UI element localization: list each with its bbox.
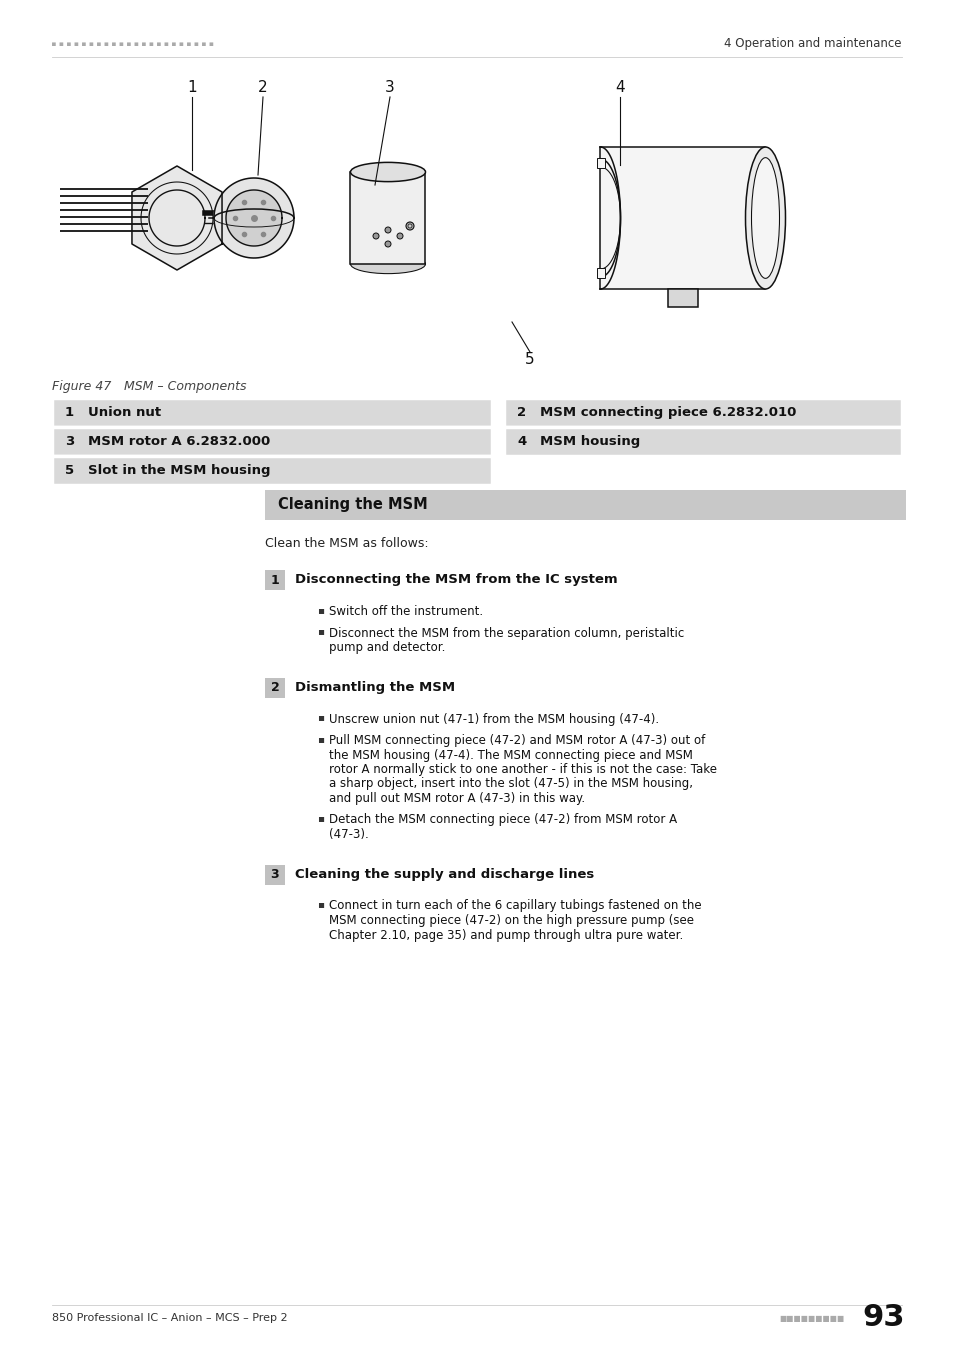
Bar — [667, 289, 698, 306]
Text: Disconnecting the MSM from the IC system: Disconnecting the MSM from the IC system — [294, 574, 617, 586]
Text: Figure 47: Figure 47 — [52, 379, 112, 393]
Text: ■■■■■■■■■: ■■■■■■■■■ — [779, 1314, 844, 1323]
Text: 850 Professional IC – Anion – MCS – Prep 2: 850 Professional IC – Anion – MCS – Prep… — [52, 1314, 287, 1323]
Bar — [52, 398, 492, 427]
Bar — [52, 427, 492, 456]
Ellipse shape — [744, 147, 784, 289]
Bar — [597, 269, 605, 278]
Text: 2: 2 — [271, 680, 279, 694]
Bar — [265, 678, 285, 698]
Text: 4: 4 — [517, 435, 526, 448]
Text: 1: 1 — [65, 406, 74, 418]
Text: ▪: ▪ — [316, 713, 324, 722]
Circle shape — [408, 224, 412, 228]
Circle shape — [396, 234, 402, 239]
Circle shape — [385, 227, 391, 234]
Text: ▪: ▪ — [316, 814, 324, 824]
Circle shape — [385, 242, 391, 247]
Bar — [599, 147, 764, 289]
Text: (47-3).: (47-3). — [329, 828, 369, 841]
Text: Unscrew union nut (47-1) from the MSM housing (47-4).: Unscrew union nut (47-1) from the MSM ho… — [329, 713, 659, 725]
Text: pump and detector.: pump and detector. — [329, 641, 445, 653]
Bar — [265, 864, 285, 884]
Text: Cleaning the MSM: Cleaning the MSM — [277, 498, 427, 513]
Text: 2: 2 — [517, 406, 525, 418]
Text: 93: 93 — [862, 1304, 904, 1332]
Bar — [350, 171, 425, 265]
Text: Dismantling the MSM: Dismantling the MSM — [294, 680, 455, 694]
Text: 4: 4 — [615, 81, 624, 96]
Bar — [503, 398, 901, 427]
Text: MSM – Components: MSM – Components — [108, 379, 246, 393]
Text: ▪: ▪ — [316, 605, 324, 616]
Ellipse shape — [350, 162, 425, 182]
Text: Detach the MSM connecting piece (47-2) from MSM rotor A: Detach the MSM connecting piece (47-2) f… — [329, 814, 677, 826]
Text: 3: 3 — [385, 81, 395, 96]
Bar — [265, 570, 285, 590]
Text: Cleaning the supply and discharge lines: Cleaning the supply and discharge lines — [294, 868, 594, 882]
Circle shape — [406, 221, 414, 230]
Text: the MSM housing (47-4). The MSM connecting piece and MSM: the MSM housing (47-4). The MSM connecti… — [329, 748, 692, 761]
Text: ▪: ▪ — [316, 626, 324, 636]
Bar — [52, 456, 492, 485]
Text: MSM connecting piece (47-2) on the high pressure pump (see: MSM connecting piece (47-2) on the high … — [329, 914, 693, 927]
Bar — [503, 427, 901, 456]
Bar — [265, 490, 905, 520]
Text: Connect in turn each of the 6 capillary tubings fastened on the: Connect in turn each of the 6 capillary … — [329, 899, 700, 913]
Text: Union nut: Union nut — [88, 406, 161, 418]
Text: Disconnect the MSM from the separation column, peristaltic: Disconnect the MSM from the separation c… — [329, 626, 683, 640]
Circle shape — [373, 234, 378, 239]
Ellipse shape — [751, 158, 779, 278]
Polygon shape — [226, 190, 282, 246]
Text: ▪: ▪ — [316, 734, 324, 744]
Text: Clean the MSM as follows:: Clean the MSM as follows: — [265, 537, 428, 549]
Text: 5: 5 — [525, 352, 535, 367]
Text: rotor A normally stick to one another - if this is not the case: Take: rotor A normally stick to one another - … — [329, 763, 717, 776]
Bar — [597, 158, 605, 167]
Text: ■ ■ ■ ■ ■ ■ ■ ■ ■ ■ ■ ■ ■ ■ ■ ■ ■ ■ ■ ■ ■ ■: ■ ■ ■ ■ ■ ■ ■ ■ ■ ■ ■ ■ ■ ■ ■ ■ ■ ■ ■ ■ … — [52, 42, 213, 46]
Text: MSM connecting piece 6.2832.010: MSM connecting piece 6.2832.010 — [539, 406, 796, 418]
Text: 1: 1 — [271, 574, 279, 586]
Text: MSM housing: MSM housing — [539, 435, 639, 448]
Text: and pull out MSM rotor A (47-3) in this way.: and pull out MSM rotor A (47-3) in this … — [329, 792, 584, 805]
Text: Switch off the instrument.: Switch off the instrument. — [329, 605, 482, 618]
Ellipse shape — [350, 254, 425, 274]
Text: 1: 1 — [187, 81, 196, 96]
Text: MSM rotor A 6.2832.000: MSM rotor A 6.2832.000 — [88, 435, 270, 448]
Text: 3: 3 — [271, 868, 279, 882]
Text: a sharp object, insert into the slot (47-5) in the MSM housing,: a sharp object, insert into the slot (47… — [329, 778, 692, 791]
Text: Pull MSM connecting piece (47-2) and MSM rotor A (47-3) out of: Pull MSM connecting piece (47-2) and MSM… — [329, 734, 704, 747]
Text: 4 Operation and maintenance: 4 Operation and maintenance — [723, 38, 901, 50]
Text: Slot in the MSM housing: Slot in the MSM housing — [88, 464, 271, 477]
Text: 5: 5 — [65, 464, 74, 477]
Text: 3: 3 — [65, 435, 74, 448]
Polygon shape — [213, 178, 294, 258]
Polygon shape — [132, 166, 222, 270]
Text: Chapter 2.10, page 35) and pump through ultra pure water.: Chapter 2.10, page 35) and pump through … — [329, 929, 682, 941]
Text: 2: 2 — [258, 81, 268, 96]
Text: ▪: ▪ — [316, 899, 324, 910]
